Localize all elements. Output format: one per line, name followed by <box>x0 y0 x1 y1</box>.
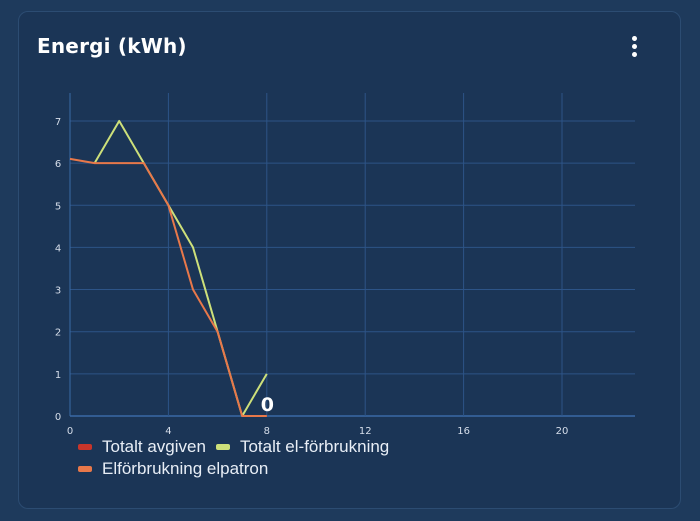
svg-text:2: 2 <box>55 328 61 339</box>
legend-label: Elförbrukning elpatron <box>102 459 269 478</box>
svg-text:5: 5 <box>55 201 61 212</box>
more-vertical-icon[interactable] <box>626 36 642 62</box>
svg-text:4: 4 <box>165 426 171 437</box>
svg-text:1: 1 <box>55 370 61 381</box>
svg-text:4: 4 <box>55 243 61 254</box>
legend-item-totalt-avgiven[interactable]: Totalt avgiven <box>78 436 206 458</box>
legend-swatch <box>78 466 92 472</box>
svg-text:7: 7 <box>55 117 61 128</box>
chart-series <box>69 119 268 417</box>
legend-swatch <box>215 444 230 450</box>
svg-text:6: 6 <box>55 159 61 170</box>
svg-text:3: 3 <box>55 286 61 297</box>
legend-swatch <box>78 444 92 450</box>
legend-item-totalt-el-forbrukning[interactable]: Totalt el-förbrukning <box>215 436 390 458</box>
legend-label: Totalt el-förbrukning <box>239 437 390 456</box>
svg-text:0: 0 <box>67 426 73 437</box>
legend-label: Totalt avgiven <box>102 437 206 456</box>
svg-text:20: 20 <box>556 426 569 437</box>
chart-legend: Totalt avgiven Totalt el-förbrukning Elf… <box>78 436 399 480</box>
energy-card <box>18 11 681 509</box>
svg-text:8: 8 <box>264 426 270 437</box>
data-label: 0 <box>261 394 274 416</box>
svg-text:0: 0 <box>55 412 61 423</box>
chart-grid <box>69 93 635 417</box>
legend-item-elforbrukning-elpatron[interactable]: Elförbrukning elpatron <box>78 458 268 480</box>
card-title: Energi (kWh) <box>37 34 187 58</box>
svg-text:16: 16 <box>457 426 470 437</box>
svg-text:12: 12 <box>359 426 372 437</box>
